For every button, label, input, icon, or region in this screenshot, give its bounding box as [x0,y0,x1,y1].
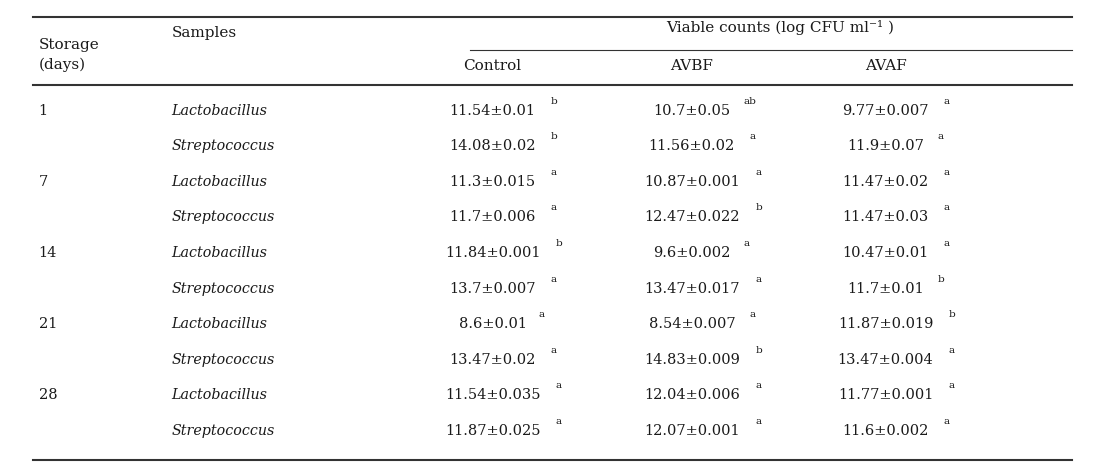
Text: 11.6±0.002: 11.6±0.002 [842,424,929,438]
Text: b: b [755,203,762,212]
Text: a: a [550,203,557,212]
Text: 11.47±0.03: 11.47±0.03 [842,210,929,225]
Text: Viable counts (log CFU ml⁻¹ ): Viable counts (log CFU ml⁻¹ ) [666,20,894,35]
Text: Storage
(days): Storage (days) [39,38,100,72]
Text: 14.83±0.009: 14.83±0.009 [644,353,739,367]
Text: 12.07±0.001: 12.07±0.001 [644,424,739,438]
Text: b: b [556,239,562,248]
Text: a: a [755,274,762,283]
Text: a: a [943,168,950,177]
Text: 8.6±0.01: 8.6±0.01 [458,317,527,331]
Text: Lactobacillus: Lactobacillus [172,388,268,402]
Text: Control: Control [464,59,521,73]
Text: a: a [550,168,557,177]
Text: a: a [755,417,762,426]
Text: a: a [749,310,756,319]
Text: 11.9±0.07: 11.9±0.07 [847,139,924,154]
Text: a: a [755,168,762,177]
Text: Lactobacillus: Lactobacillus [172,246,268,260]
Text: Streptococcus: Streptococcus [172,424,275,438]
Text: b: b [550,97,557,106]
Text: 12.04±0.006: 12.04±0.006 [644,388,739,402]
Text: 11.87±0.019: 11.87±0.019 [838,317,933,331]
Text: a: a [943,203,950,212]
Text: 12.47±0.022: 12.47±0.022 [644,210,739,225]
Text: Streptococcus: Streptococcus [172,139,275,154]
Text: 11.77±0.001: 11.77±0.001 [838,388,933,402]
Text: a: a [943,239,950,248]
Text: 7: 7 [39,175,48,189]
Text: b: b [550,132,557,141]
Text: a: a [749,132,756,141]
Text: b: b [949,310,955,319]
Text: 11.7±0.006: 11.7±0.006 [449,210,536,225]
Text: 8.54±0.007: 8.54±0.007 [649,317,735,331]
Text: 21: 21 [39,317,58,331]
Text: Lactobacillus: Lactobacillus [172,317,268,331]
Text: 11.3±0.015: 11.3±0.015 [449,175,536,189]
Text: a: a [556,417,562,426]
Text: a: a [755,381,762,390]
Text: 11.56±0.02: 11.56±0.02 [649,139,735,154]
Text: b: b [755,346,762,355]
Text: a: a [949,346,955,355]
Text: a: a [943,97,950,106]
Text: 28: 28 [39,388,58,402]
Text: Lactobacillus: Lactobacillus [172,104,268,118]
Text: 11.7±0.01: 11.7±0.01 [847,282,924,296]
Text: Streptococcus: Streptococcus [172,282,275,296]
Text: Streptococcus: Streptococcus [172,210,275,225]
Text: 10.87±0.001: 10.87±0.001 [644,175,739,189]
Text: a: a [938,132,943,141]
Text: a: a [550,346,557,355]
Text: 1: 1 [39,104,48,118]
Text: AVAF: AVAF [865,59,907,73]
Text: 13.47±0.02: 13.47±0.02 [449,353,536,367]
Text: 13.47±0.004: 13.47±0.004 [838,353,933,367]
Text: 11.84±0.001: 11.84±0.001 [445,246,540,260]
Text: 9.77±0.007: 9.77±0.007 [842,104,929,118]
Text: 11.54±0.01: 11.54±0.01 [449,104,536,118]
Text: 14.08±0.02: 14.08±0.02 [449,139,536,154]
Text: a: a [943,417,950,426]
Text: 9.6±0.002: 9.6±0.002 [653,246,731,260]
Text: Lactobacillus: Lactobacillus [172,175,268,189]
Text: ab: ab [744,97,756,106]
Text: AVBF: AVBF [671,59,713,73]
Text: Samples: Samples [172,26,237,40]
Text: a: a [949,381,955,390]
Text: Streptococcus: Streptococcus [172,353,275,367]
Text: 10.7±0.05: 10.7±0.05 [653,104,731,118]
Text: 11.47±0.02: 11.47±0.02 [842,175,929,189]
Text: 13.47±0.017: 13.47±0.017 [644,282,739,296]
Text: 14: 14 [39,246,58,260]
Text: 11.87±0.025: 11.87±0.025 [445,424,540,438]
Text: 10.47±0.01: 10.47±0.01 [842,246,929,260]
Text: a: a [556,381,562,390]
Text: 13.7±0.007: 13.7±0.007 [449,282,536,296]
Text: a: a [744,239,749,248]
Text: b: b [938,274,944,283]
Text: a: a [550,274,557,283]
Text: 11.54±0.035: 11.54±0.035 [445,388,540,402]
Text: a: a [539,310,545,319]
